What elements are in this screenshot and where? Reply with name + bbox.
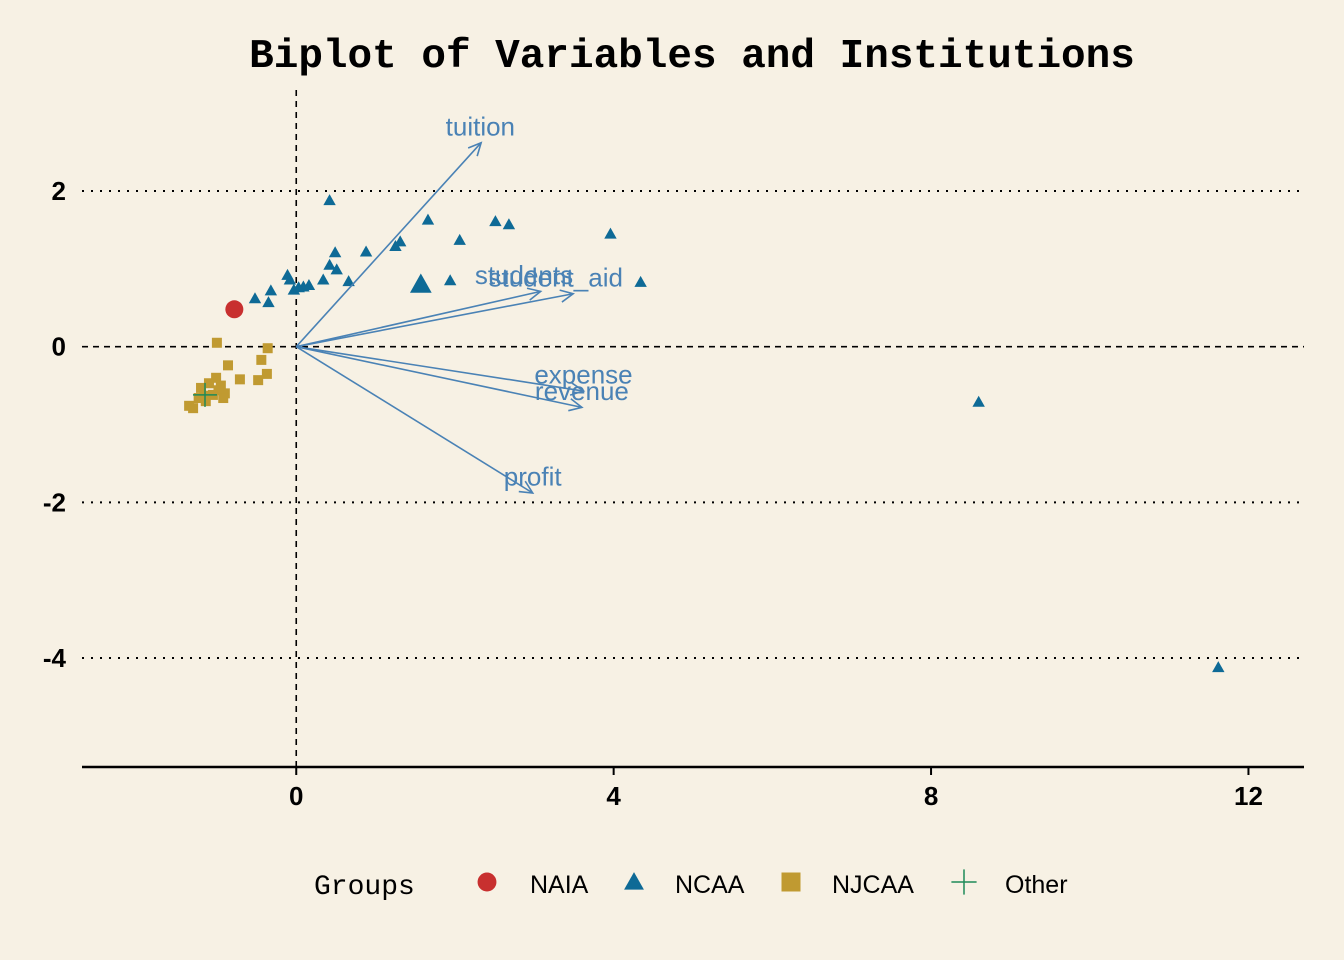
ncaa-point — [283, 273, 297, 285]
ncaa-point — [604, 227, 617, 239]
data-points — [184, 194, 1225, 673]
arrow-label-profit: profit — [504, 462, 563, 492]
njcaa-point — [203, 378, 214, 389]
y-tick-label: 2 — [52, 176, 66, 206]
arrow-expense — [296, 345, 584, 392]
arrowhead-revenue — [568, 398, 584, 412]
axes: 0 4 8 12 2 0 -2 -4 — [43, 176, 1304, 811]
x-tick-label: 8 — [924, 781, 938, 811]
ncaa-point — [262, 296, 275, 308]
chart-title: Biplot of Variables and Institutions — [249, 34, 1135, 80]
ncaa-point — [634, 275, 647, 287]
ncaa-point — [317, 273, 330, 285]
variable-arrows: tuition studentsstudent_aidexpenserevenue… — [295, 111, 633, 494]
arrow-student_aid — [296, 292, 574, 348]
x-tick-label: 12 — [1234, 781, 1263, 811]
ncaa-point — [287, 283, 301, 295]
legend-label-ncaa: NCAA — [675, 871, 745, 899]
y-tick-label: 0 — [52, 332, 66, 362]
y-tick-label: -2 — [43, 487, 66, 517]
reference-lines — [82, 90, 1304, 767]
arrow-students — [296, 290, 541, 348]
arrowhead-tuition — [467, 141, 483, 157]
njcaa-point — [196, 382, 207, 393]
arrowhead-expense — [569, 382, 586, 396]
ncaa-point — [323, 258, 336, 270]
arrow-label-tuition: tuition — [446, 111, 515, 141]
arrow-profit — [295, 345, 534, 494]
other-point — [192, 382, 217, 407]
ncaa-point — [409, 273, 432, 293]
ncaa-point — [359, 245, 373, 257]
ncaa-point — [328, 246, 342, 258]
arrow-revenue — [296, 345, 583, 409]
grid-lines — [82, 189, 1304, 660]
arrow-label-expense: expense — [534, 360, 632, 390]
ncaa-point — [1212, 661, 1225, 673]
naia-point — [225, 300, 244, 319]
y-tick-label: -4 — [43, 643, 67, 673]
legend: Groups NAIA NCAA NJCAA Other — [314, 869, 1068, 903]
njcaa-point — [256, 354, 267, 365]
x-tick-label: 0 — [289, 781, 303, 811]
x-tick-label: 4 — [606, 781, 621, 811]
legend-title: Groups — [314, 872, 415, 903]
njcaa-point — [211, 372, 222, 383]
njcaa-point — [218, 393, 229, 404]
arrowhead-students — [526, 287, 543, 301]
arrow-tuition — [295, 142, 482, 348]
ncaa-point — [502, 218, 516, 230]
legend-marker-naia — [477, 872, 497, 892]
ncaa-point — [389, 240, 402, 252]
legend-marker-other — [951, 869, 977, 895]
njcaa-point — [223, 360, 234, 371]
arrowhead-student_aid — [559, 289, 575, 303]
arrow-label-student_aid: student_aid — [488, 262, 622, 292]
legend-marker-ncaa — [624, 872, 644, 890]
ncaa-point — [972, 395, 985, 407]
arrow-label-revenue: revenue — [535, 376, 629, 406]
ncaa-point — [421, 213, 435, 225]
njcaa-point — [253, 375, 264, 386]
ncaa-point — [453, 233, 466, 245]
ncaa-point — [443, 274, 457, 286]
njcaa-point — [234, 374, 245, 385]
arrowhead-profit — [518, 480, 535, 494]
ncaa-point — [330, 263, 343, 275]
njcaa-point — [213, 385, 224, 396]
legend-marker-njcaa — [781, 872, 801, 892]
legend-label-njcaa: NJCAA — [832, 871, 914, 899]
ncaa-point — [323, 194, 336, 206]
njcaa-point — [200, 396, 211, 407]
njcaa-point — [261, 368, 272, 379]
ncaa-point — [264, 284, 278, 296]
legend-label-naia: NAIA — [530, 871, 589, 899]
ncaa-point — [248, 292, 262, 304]
njcaa-point — [262, 343, 273, 354]
njcaa-point — [188, 403, 199, 414]
njcaa-point — [199, 390, 210, 401]
legend-label-other: Other — [1005, 871, 1068, 899]
ncaa-point — [489, 215, 502, 227]
ncaa-point — [342, 275, 355, 287]
njcaa-point — [211, 337, 222, 348]
arrow-label-students: students — [475, 260, 573, 290]
njcaa-point — [193, 393, 204, 404]
